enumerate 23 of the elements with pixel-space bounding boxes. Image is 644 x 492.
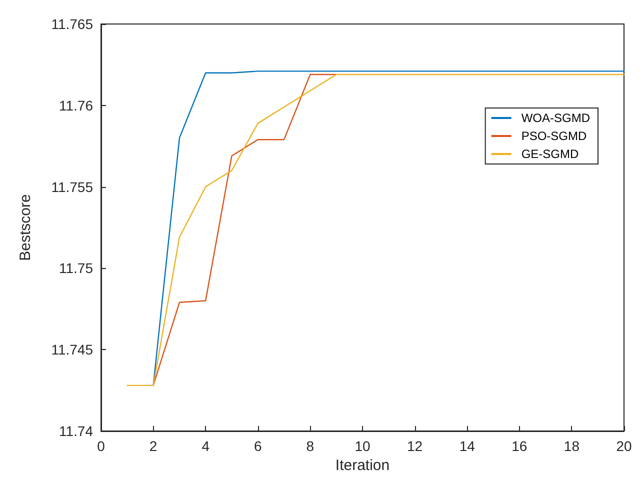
x-tick-label: 12 xyxy=(407,438,423,454)
x-tick-label: 20 xyxy=(616,438,632,454)
y-tick-label: 11.74 xyxy=(59,423,94,439)
x-tick-label: 14 xyxy=(459,438,476,454)
y-tick-label: 11.765 xyxy=(51,16,94,32)
y-tick-label: 11.75 xyxy=(59,260,94,276)
x-tick-label: 10 xyxy=(354,438,370,454)
x-tick-label: 18 xyxy=(564,438,580,454)
x-axis-title: Iteration xyxy=(335,456,390,474)
x-tick-label: 8 xyxy=(306,438,314,454)
x-tick-label: 0 xyxy=(97,438,106,454)
legend-label: WOA-SGMD xyxy=(521,111,590,125)
x-tick-label: 4 xyxy=(202,438,210,454)
x-tick-label: 2 xyxy=(149,438,158,454)
x-tick-label: 6 xyxy=(254,438,262,454)
y-axis-title: Bestscore xyxy=(17,194,34,261)
y-tick-label: 11.755 xyxy=(51,178,94,195)
line-series xyxy=(152,74,337,386)
x-tick-label: 16 xyxy=(512,438,528,454)
y-tick-label: 11.745 xyxy=(51,342,94,358)
legend-label: PSO-SGMD xyxy=(521,129,588,143)
y-tick-label: 11.76 xyxy=(59,97,94,114)
legend-label: GE-SGMD xyxy=(521,147,580,161)
